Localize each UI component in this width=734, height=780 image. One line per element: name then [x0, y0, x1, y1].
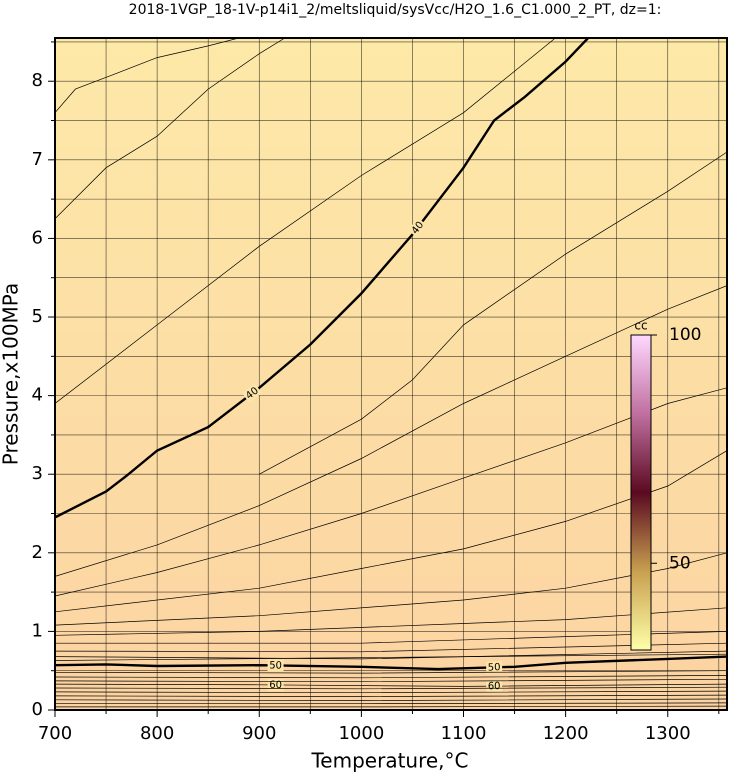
- contour-line: [55, 285, 727, 577]
- contour-label: 50: [267, 659, 284, 672]
- contour-label-bg: [267, 678, 284, 692]
- contour-line: [55, 38, 556, 404]
- contour-line: [55, 650, 727, 660]
- contour-label: 50: [485, 661, 503, 674]
- y-tick-label: 1: [32, 620, 43, 641]
- contour-line-bold: [55, 655, 727, 671]
- contour-line: [55, 705, 727, 708]
- x-tick-label: 700: [38, 723, 72, 744]
- contour-label-text: 60: [269, 680, 282, 691]
- y-tick-label: 4: [32, 385, 43, 406]
- contour-line: [55, 653, 727, 661]
- y-tick-label: 3: [32, 463, 43, 484]
- contour-line: [55, 631, 727, 644]
- contour-line: [55, 607, 727, 636]
- y-tick-label: 8: [32, 70, 43, 91]
- contour-line: [55, 694, 727, 697]
- contour-line: [55, 683, 727, 687]
- contour-label-bg: [485, 661, 503, 674]
- colorbar-tick-label: 50: [669, 553, 691, 573]
- contour-line: [55, 38, 285, 220]
- plot-frame: [54, 37, 728, 711]
- y-axis-label: Pressure,x100MPa: [0, 283, 23, 465]
- x-tick-label: 1100: [441, 723, 487, 744]
- x-tick-label: 800: [140, 723, 174, 744]
- x-tick-label: 900: [242, 723, 276, 744]
- y-tick-label: 7: [32, 149, 43, 170]
- contour-label: 60: [486, 680, 503, 693]
- contour-line: [55, 552, 727, 626]
- contour-line: [55, 686, 727, 690]
- contour-label-bg: [267, 659, 284, 672]
- contour-line: [55, 690, 727, 694]
- contour-label-text: 60: [488, 681, 501, 692]
- contour-label-text: 50: [269, 660, 282, 671]
- contour-label-text: 50: [488, 662, 501, 673]
- contour-line: [55, 675, 727, 679]
- y-tick-label: 2: [32, 542, 43, 563]
- chart-title: 2018-1VGP_18-1V-p14i1_2/meltsliquid/sysV…: [129, 2, 662, 18]
- colorbar-tick-label: 100: [669, 325, 701, 345]
- contour-line: [55, 642, 727, 653]
- colorbar: [630, 334, 652, 651]
- colorbar-label: cc: [634, 319, 647, 333]
- contour-line: [55, 698, 727, 701]
- contour-line: [55, 670, 727, 674]
- contour-line-bold: [55, 38, 589, 519]
- contour-label: 60: [267, 678, 284, 692]
- contour-label-bg: [407, 217, 428, 238]
- x-tick-label: 1300: [645, 723, 691, 744]
- contour-line: [55, 38, 239, 113]
- y-tick-label: 6: [32, 227, 43, 248]
- plot-background: [55, 38, 727, 710]
- contour-line: [55, 702, 727, 705]
- y-tick-label: 0: [32, 699, 43, 720]
- contour-label-bg: [242, 383, 263, 403]
- contour-line: [259, 151, 727, 475]
- x-tick-label: 1200: [543, 723, 589, 744]
- contour-label-bg: [486, 680, 503, 693]
- x-tick-label: 1000: [338, 723, 384, 744]
- contour-line: [55, 450, 727, 613]
- y-tick-label: 5: [32, 306, 43, 327]
- x-axis-label: Temperature,°C: [310, 749, 468, 773]
- contour-line: [55, 678, 727, 683]
